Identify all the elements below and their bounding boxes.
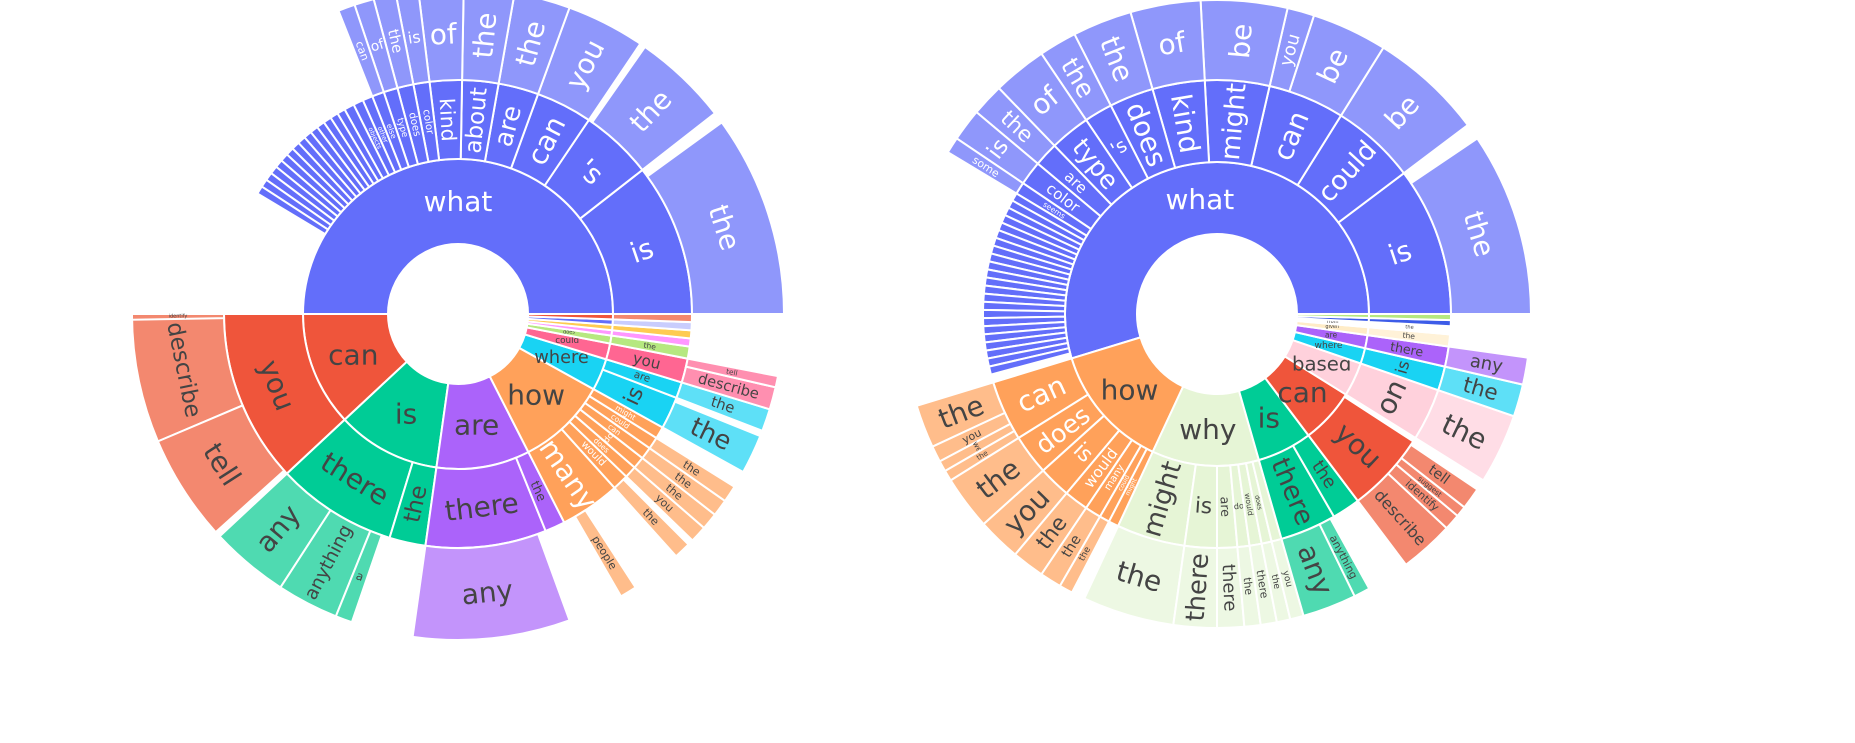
sunburst-label: the bbox=[643, 341, 657, 352]
sunburst-label: you bbox=[1280, 570, 1294, 589]
sunburst-segment[interactable] bbox=[130, 313, 226, 321]
sunburst-label: can bbox=[1277, 376, 1327, 409]
sunburst-label: is bbox=[1258, 401, 1280, 434]
sunburst-label: kind bbox=[435, 98, 461, 143]
sunburst-label: the bbox=[1405, 324, 1414, 331]
sunburst-label: why bbox=[1179, 413, 1236, 446]
sunburst-label: how bbox=[507, 378, 565, 411]
sunburst-segment[interactable] bbox=[573, 508, 637, 598]
sunburst-label: where bbox=[1315, 341, 1343, 351]
sunburst-segment[interactable] bbox=[1367, 313, 1453, 322]
sunburst-segment[interactable] bbox=[334, 529, 384, 624]
sunburst-label: the bbox=[1269, 574, 1282, 591]
sunburst-label: are bbox=[454, 409, 499, 442]
sunburst-label: of bbox=[429, 17, 459, 51]
sunburst-label: is bbox=[395, 397, 417, 430]
sunburst-label: of bbox=[369, 36, 387, 55]
sunburst-label: is bbox=[406, 27, 421, 48]
sunburst-label: could bbox=[555, 336, 579, 346]
sunburst-label: where bbox=[534, 348, 588, 368]
sunburst-label: are bbox=[1217, 496, 1233, 517]
sunburst-label: the bbox=[709, 393, 737, 417]
sunburst-segment[interactable] bbox=[661, 400, 762, 474]
sunburst-segment[interactable] bbox=[590, 45, 717, 172]
sunburst-segment[interactable] bbox=[611, 313, 694, 324]
sunburst-label: tell bbox=[725, 367, 738, 378]
sunburst-segment[interactable] bbox=[1318, 517, 1371, 598]
sunburst-label: from bbox=[1327, 319, 1339, 325]
sunburst-label: do bbox=[1233, 500, 1244, 511]
sunburst-label: there bbox=[1389, 339, 1425, 360]
sunburst-label: the bbox=[384, 28, 406, 55]
sunburst-label: about bbox=[460, 86, 492, 154]
sunburst-label: the bbox=[466, 11, 503, 60]
sunburst-label: is bbox=[1392, 358, 1414, 376]
sunburst-segment[interactable] bbox=[156, 404, 286, 534]
sunburst-label: what bbox=[424, 185, 493, 218]
sunburst-label: are bbox=[632, 369, 651, 385]
sunburst-label: a bbox=[354, 568, 366, 584]
sunburst-label: there bbox=[1253, 569, 1271, 600]
sunburst-label: the bbox=[1241, 577, 1256, 596]
sunburst-label: the bbox=[1402, 331, 1416, 341]
sunburst-segment[interactable] bbox=[1399, 443, 1479, 509]
sunburst-label: given bbox=[1325, 324, 1339, 330]
sunburst-label: be bbox=[1223, 22, 1259, 60]
sunburst-label: are bbox=[1325, 331, 1338, 340]
sunburst-label: what bbox=[1166, 183, 1235, 216]
sunburst-label: there bbox=[1181, 552, 1216, 622]
sunburst-label: any bbox=[460, 573, 515, 611]
sunburst-segment[interactable] bbox=[1409, 137, 1533, 315]
sunburst-segment[interactable] bbox=[411, 532, 571, 641]
sunburst-label: there bbox=[1217, 564, 1240, 612]
sunburst-label: can bbox=[353, 39, 372, 62]
sunburst-label: identify bbox=[169, 313, 188, 319]
sunburst-segment[interactable] bbox=[256, 185, 330, 236]
sunburst-label: does bbox=[406, 111, 422, 137]
sunburst-segment[interactable] bbox=[613, 478, 690, 558]
sunburst-label: does bbox=[563, 330, 575, 336]
sunburst-label: can bbox=[328, 339, 378, 372]
sunburst-label: how bbox=[1101, 374, 1159, 407]
sunburst-label: does bbox=[1253, 495, 1263, 511]
sunburst-label: is bbox=[1194, 493, 1213, 519]
sunburst-segment[interactable] bbox=[645, 120, 786, 315]
sunburst-label: color bbox=[420, 109, 435, 136]
sunburst-label: might bbox=[1215, 82, 1253, 162]
sunburst-segment[interactable] bbox=[987, 346, 1072, 376]
sunburst-label: based bbox=[1292, 352, 1351, 375]
